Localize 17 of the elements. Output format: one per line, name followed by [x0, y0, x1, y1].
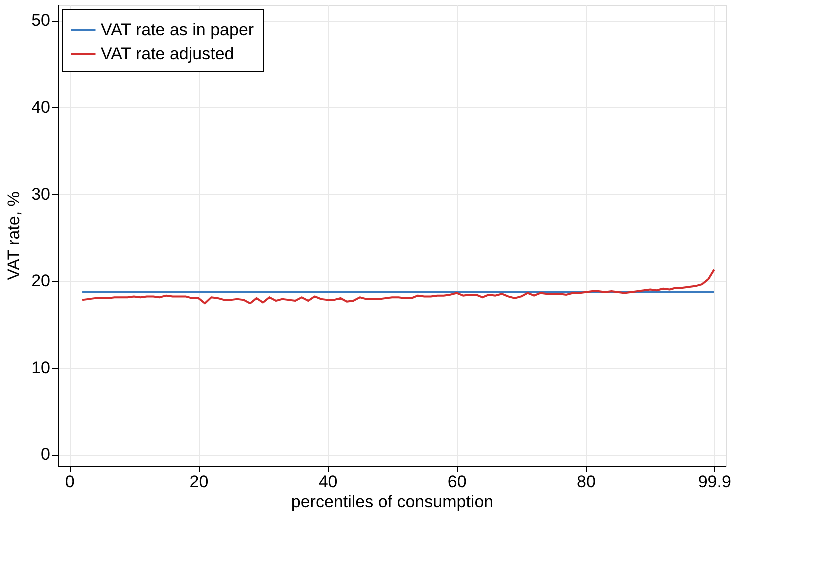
x-tick-label: 80: [576, 472, 596, 492]
legend-label: VAT rate as in paper: [101, 20, 254, 40]
x-axis-title: percentiles of consumption: [291, 492, 494, 512]
y-tick-label: 30: [32, 184, 50, 204]
x-tick-label: 0: [65, 472, 75, 492]
x-tick-label: 99.9: [698, 472, 732, 492]
y-tick-label: 40: [32, 98, 50, 117]
x-tick-label: 40: [318, 472, 338, 492]
x-tick-label: 20: [190, 472, 209, 492]
y-tick-label: 20: [32, 272, 50, 291]
y-tick-label: 0: [41, 445, 50, 464]
x-tick-label: 60: [448, 472, 467, 492]
legend-label: VAT rate adjusted: [101, 44, 234, 64]
y-tick-label: 10: [32, 358, 50, 378]
y-tick-label: 50: [32, 11, 50, 30]
line-series: [82, 268, 716, 305]
y-axis-title: VAT rate, %: [4, 192, 24, 280]
